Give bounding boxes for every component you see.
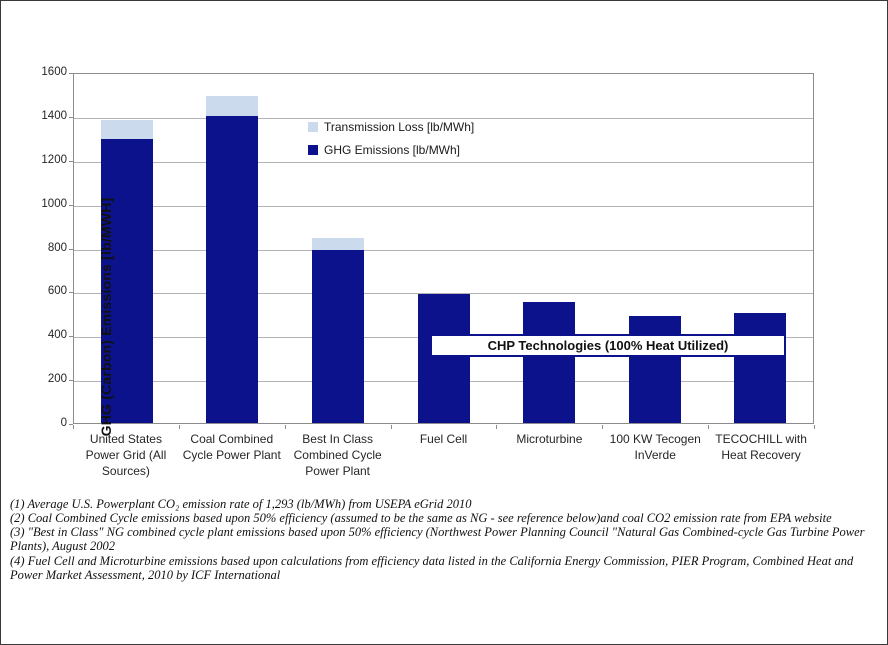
- y-tick-mark: [69, 380, 73, 382]
- x-category-label: Best In Class Combined Cycle Power Plant: [293, 432, 382, 478]
- y-tick-mark: [69, 160, 73, 162]
- plot-area: Transmission Loss [lb/MWh] GHG Emissions…: [73, 73, 814, 436]
- bar-4: [417, 293, 470, 423]
- x-tick-mark: [179, 425, 180, 429]
- footnote-3: (3) "Best in Class" NG combined cycle pl…: [10, 525, 865, 554]
- legend-item-ghg-emissions: GHG Emissions [lb/MWh]: [308, 143, 474, 157]
- ghg-emissions-segment: [417, 293, 470, 423]
- bar-series: [74, 74, 813, 423]
- bar-1: [100, 120, 153, 423]
- ghg-emissions-segment: [100, 139, 153, 423]
- y-tick-mark: [69, 73, 73, 74]
- x-category-label: United States Power Grid (All Sources): [85, 432, 167, 478]
- ghg-emissions-segment: [628, 315, 681, 423]
- bar-slot: [285, 74, 391, 423]
- y-tick-label: 800: [47, 241, 67, 254]
- footnote-4: (4) Fuel Cell and Microturbine emissions…: [10, 553, 854, 582]
- x-category-label: Fuel Cell: [419, 432, 468, 446]
- legend: Transmission Loss [lb/MWh] GHG Emissions…: [308, 120, 474, 157]
- y-tick-mark: [69, 292, 73, 294]
- transmission-loss-swatch-icon: [308, 122, 318, 132]
- ghg-emissions-segment: [734, 313, 787, 423]
- x-tick-mark: [814, 425, 815, 429]
- bar-5: [523, 302, 576, 423]
- footnotes: (1) Average U.S. Powerplant CO₂ emission…: [10, 497, 882, 582]
- y-tick-mark: [69, 424, 73, 425]
- x-category-label: 100 KW Tecogen InVerde: [609, 432, 701, 462]
- gridline: [74, 161, 813, 163]
- bar-slot: [707, 74, 813, 423]
- transmission-loss-segment: [311, 237, 364, 250]
- y-tick-mark: [69, 204, 73, 206]
- y-tick-mark: [69, 336, 73, 338]
- legend-label: GHG Emissions [lb/MWh]: [324, 143, 461, 157]
- x-category-label: Microturbine: [516, 432, 583, 446]
- y-tick-label: 1000: [41, 197, 67, 210]
- y-tick-label: 1600: [41, 66, 67, 78]
- ghg-emissions-segment: [311, 249, 364, 423]
- x-tick-mark: [496, 425, 497, 429]
- ghg-emissions-segment: [523, 302, 576, 423]
- footnote-2: (2) Coal Combined Cycle emissions based …: [10, 511, 832, 526]
- bar-slot: [391, 74, 497, 423]
- bar-3: [311, 237, 364, 423]
- y-tick-label: 1400: [41, 109, 67, 122]
- bar-slot: [180, 74, 286, 423]
- transmission-loss-segment: [100, 120, 153, 140]
- y-tick-label: 0: [60, 417, 67, 429]
- ghg-emissions-segment: [206, 115, 259, 423]
- legend-label: Transmission Loss [lb/MWh]: [324, 120, 475, 134]
- y-tick-label: 400: [47, 329, 67, 342]
- gridline: [74, 205, 813, 207]
- x-tick-mark: [708, 425, 709, 429]
- x-tick-mark: [285, 425, 286, 429]
- transmission-loss-segment: [206, 95, 259, 116]
- gridline: [74, 117, 813, 119]
- footnote-1: (1) Average U.S. Powerplant CO₂ emission…: [10, 497, 472, 511]
- y-tick-mark: [69, 116, 73, 118]
- x-category-label: Coal Combined Cycle Power Plant: [182, 432, 281, 462]
- gridline: [74, 249, 813, 251]
- chp-technologies-annotation: CHP Technologies (100% Heat Utilized): [430, 334, 786, 357]
- bar-slot: [496, 74, 602, 423]
- x-tick-mark: [602, 425, 603, 429]
- bar-slot: [602, 74, 708, 423]
- x-tick-mark: [73, 425, 74, 429]
- x-category-label: TECOCHILL with Heat Recovery: [715, 432, 807, 462]
- bar-7: [734, 313, 787, 423]
- bar-6: [628, 315, 681, 423]
- y-tick-label: 1200: [41, 153, 67, 166]
- bar-2: [206, 95, 259, 423]
- x-tick-mark: [391, 425, 392, 429]
- bar-slot: [74, 74, 180, 423]
- x-axis-category-labels: United States Power Grid (All Sources) Co…: [73, 432, 814, 479]
- legend-item-transmission-loss: Transmission Loss [lb/MWh]: [308, 120, 474, 134]
- y-tick-label: 600: [47, 285, 67, 298]
- ghg-emissions-swatch-icon: [308, 145, 318, 155]
- y-tick-label: 200: [47, 373, 67, 386]
- y-tick-mark: [69, 248, 73, 250]
